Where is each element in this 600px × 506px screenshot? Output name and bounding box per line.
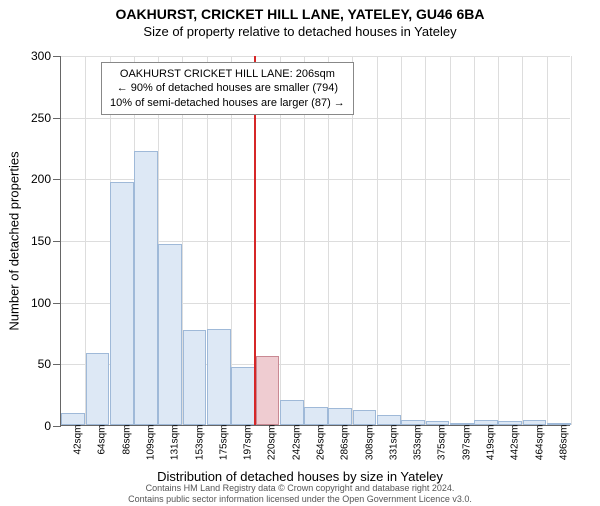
y-tick	[53, 56, 61, 57]
chart-title-sub: Size of property relative to detached ho…	[0, 24, 600, 39]
gridline-v	[377, 56, 378, 425]
histogram-bar	[86, 353, 110, 425]
x-tick-label: 419sqm	[486, 425, 497, 461]
x-tick-label: 353sqm	[413, 425, 424, 461]
x-tick-label: 64sqm	[97, 425, 108, 455]
y-tick	[53, 179, 61, 180]
gridline-v	[498, 56, 499, 425]
gridline-v	[401, 56, 402, 425]
histogram-bar	[377, 415, 401, 425]
y-tick-label: 50	[38, 357, 51, 371]
x-tick-label: 242sqm	[291, 425, 302, 461]
footer-attribution: Contains HM Land Registry data © Crown c…	[0, 483, 600, 504]
histogram-bar	[207, 329, 231, 425]
histogram-bar	[498, 421, 522, 425]
gridline-v	[522, 56, 523, 425]
y-tick	[53, 364, 61, 365]
x-tick-label: 442sqm	[510, 425, 521, 461]
histogram-bar	[474, 420, 498, 425]
histogram-bar	[158, 244, 182, 425]
histogram-bar	[353, 410, 377, 425]
histogram-bar	[450, 423, 474, 425]
plot-area: 05010015020025030042sqm64sqm86sqm109sqm1…	[60, 56, 570, 426]
histogram-bar-highlight	[256, 356, 280, 425]
x-tick-label: 264sqm	[316, 425, 327, 461]
x-tick-label: 109sqm	[146, 425, 157, 461]
histogram-bar	[280, 400, 304, 425]
x-axis-label: Distribution of detached houses by size …	[0, 469, 600, 484]
histogram-bar	[401, 420, 425, 425]
x-tick-label: 86sqm	[121, 425, 132, 455]
gridline-v	[571, 56, 572, 425]
histogram-bar	[61, 413, 85, 425]
x-tick-label: 375sqm	[437, 425, 448, 461]
y-tick-label: 0	[44, 419, 51, 433]
histogram-bar	[231, 367, 255, 425]
y-tick	[53, 118, 61, 119]
x-tick-label: 153sqm	[194, 425, 205, 461]
x-tick-label: 197sqm	[243, 425, 254, 461]
y-tick	[53, 241, 61, 242]
footer-line-1: Contains HM Land Registry data © Crown c…	[0, 483, 600, 493]
x-tick-label: 308sqm	[364, 425, 375, 461]
y-tick-label: 250	[31, 111, 51, 125]
y-tick-label: 300	[31, 49, 51, 63]
gridline-h	[61, 118, 570, 119]
annotation-line-2: ← 90% of detached houses are smaller (79…	[110, 81, 345, 95]
y-tick-label: 100	[31, 296, 51, 310]
annotation-line-3: 10% of semi-detached houses are larger (…	[110, 96, 345, 110]
histogram-bar	[328, 408, 352, 425]
x-tick-label: 286sqm	[340, 425, 351, 461]
x-tick-label: 397sqm	[461, 425, 472, 461]
x-tick-label: 331sqm	[388, 425, 399, 461]
x-tick-label: 220sqm	[267, 425, 278, 461]
histogram-bar	[134, 151, 158, 425]
chart-title-main: OAKHURST, CRICKET HILL LANE, YATELEY, GU…	[0, 6, 600, 22]
histogram-bar	[183, 330, 207, 425]
x-tick-label: 175sqm	[218, 425, 229, 461]
annotation-line-1: OAKHURST CRICKET HILL LANE: 206sqm	[110, 67, 345, 81]
histogram-bar	[523, 420, 547, 425]
gridline-v	[425, 56, 426, 425]
histogram-bar	[110, 182, 134, 425]
gridline-v	[450, 56, 451, 425]
x-tick-label: 464sqm	[534, 425, 545, 461]
annotation-box: OAKHURST CRICKET HILL LANE: 206sqm← 90% …	[101, 62, 354, 115]
gridline-v	[474, 56, 475, 425]
x-tick-label: 131sqm	[170, 425, 181, 461]
footer-line-2: Contains public sector information licen…	[0, 494, 600, 504]
gridline-h	[61, 56, 570, 57]
histogram-bar	[547, 423, 571, 425]
y-tick	[53, 303, 61, 304]
x-tick-label: 486sqm	[558, 425, 569, 461]
y-tick-label: 150	[31, 234, 51, 248]
histogram-bar	[304, 407, 328, 426]
histogram-bar	[426, 421, 450, 425]
gridline-v	[547, 56, 548, 425]
y-tick	[53, 426, 61, 427]
y-axis-label: Number of detached properties	[7, 151, 22, 330]
y-tick-label: 200	[31, 172, 51, 186]
x-tick-label: 42sqm	[73, 425, 84, 455]
